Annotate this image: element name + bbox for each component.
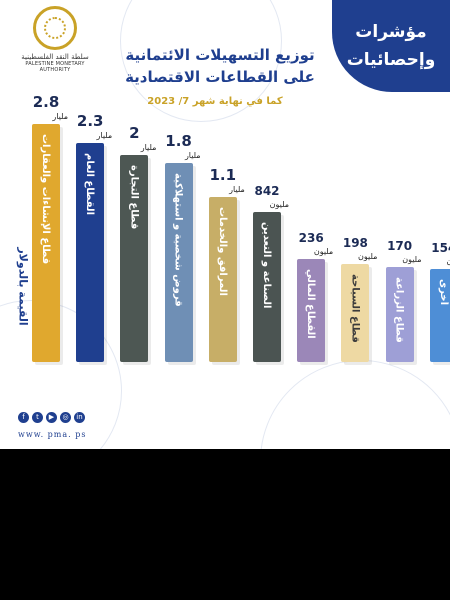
badge-line2: وإحصائيات xyxy=(346,50,436,70)
chart-title: توزيع التسهيلات الائتمانية على القطاعات … xyxy=(110,44,330,88)
bar-label-4: قروض شخصية و استهلاكية xyxy=(172,173,184,307)
bar-2 xyxy=(76,142,105,362)
youtube-icon[interactable]: ▶ xyxy=(46,412,57,423)
logo-emblem xyxy=(33,6,77,50)
twitter-icon[interactable]: t xyxy=(32,412,43,423)
bar-7 xyxy=(297,259,326,362)
facebook-icon[interactable]: f xyxy=(18,412,29,423)
bar-1 xyxy=(32,124,60,362)
bar-label-3: قطاع التجارة xyxy=(128,164,140,229)
unit-label-6: مليون xyxy=(269,200,289,209)
value-label-6: 842 xyxy=(254,184,280,198)
value-label-7: 236 xyxy=(298,231,324,246)
chart-subtitle: كما في نهاية شهر 7/ 2023 xyxy=(147,96,283,107)
value-label-2: 2.3 xyxy=(76,111,104,130)
bar-3 xyxy=(120,154,149,362)
indicators-badge: مؤشرات وإحصائيات xyxy=(332,0,450,92)
unit-label-3: مليار xyxy=(140,142,157,152)
value-label-3: 2 xyxy=(129,123,140,142)
unit-label-5: مليار xyxy=(229,185,245,195)
bar-label-9: قطاع الزراعة xyxy=(393,277,405,343)
bar-label-8: قطاع السياحة xyxy=(349,273,361,343)
linkedin-icon[interactable]: in xyxy=(74,412,85,423)
logo-arabic-text: سلطة النقد الفلسطينية xyxy=(21,53,89,61)
title-line1: توزيع التسهيلات الائتمانية xyxy=(125,46,315,64)
value-label-1: 2.8 xyxy=(32,93,60,111)
bar-label-10: أخرى xyxy=(437,279,449,306)
bar-5 xyxy=(208,197,237,362)
value-label-5: 1.1 xyxy=(209,166,237,185)
bar-9 xyxy=(385,267,414,362)
value-label-8: 198 xyxy=(342,235,368,250)
bar-6 xyxy=(253,212,281,362)
bar-label-5: المرافق والخدمات xyxy=(216,207,228,297)
unit-label-4: مليار xyxy=(184,151,201,161)
pma-logo: سلطة النقد الفلسطينية PALESTINE MONETARY… xyxy=(20,6,90,78)
value-label-4: 1.8 xyxy=(165,132,192,151)
unit-label-9: مليون xyxy=(402,255,422,265)
bar-10 xyxy=(429,269,450,362)
badge-line1: مؤشرات xyxy=(355,22,427,42)
infographic-card: سلطة النقد الفلسطينية PALESTINE MONETARY… xyxy=(0,0,450,449)
value-label-9: 170 xyxy=(387,239,413,254)
unit-label-7: مليون xyxy=(313,247,334,257)
decor-circle xyxy=(260,360,450,449)
bar-label-1: قطاع الإنشاءات والعقارات xyxy=(40,134,51,265)
bar-label-6: الصناعة و التعدين xyxy=(261,222,272,309)
title-line2: على القطاعات الاقتصادية xyxy=(125,68,315,86)
bar-label-2: القطاع العام xyxy=(84,152,96,215)
unit-label-1: مليار xyxy=(52,112,68,121)
unit-label-8: مليون xyxy=(358,251,378,261)
bar-8 xyxy=(341,263,370,362)
social-icons: f t ▶ ◎ in xyxy=(18,412,85,423)
unit-label-10: مليون xyxy=(446,257,450,267)
instagram-icon[interactable]: ◎ xyxy=(60,412,71,423)
bar-4 xyxy=(164,163,193,362)
unit-label-2: مليار xyxy=(96,130,113,140)
y-axis-label: القيمة بالدولار xyxy=(16,247,30,326)
website-link[interactable]: www. pma. ps xyxy=(18,430,87,439)
bar-label-7: القطاع المالي xyxy=(305,269,317,339)
value-label-10: 154 xyxy=(431,241,450,256)
logo-english-text: PALESTINE MONETARY AUTHORITY xyxy=(25,61,85,73)
